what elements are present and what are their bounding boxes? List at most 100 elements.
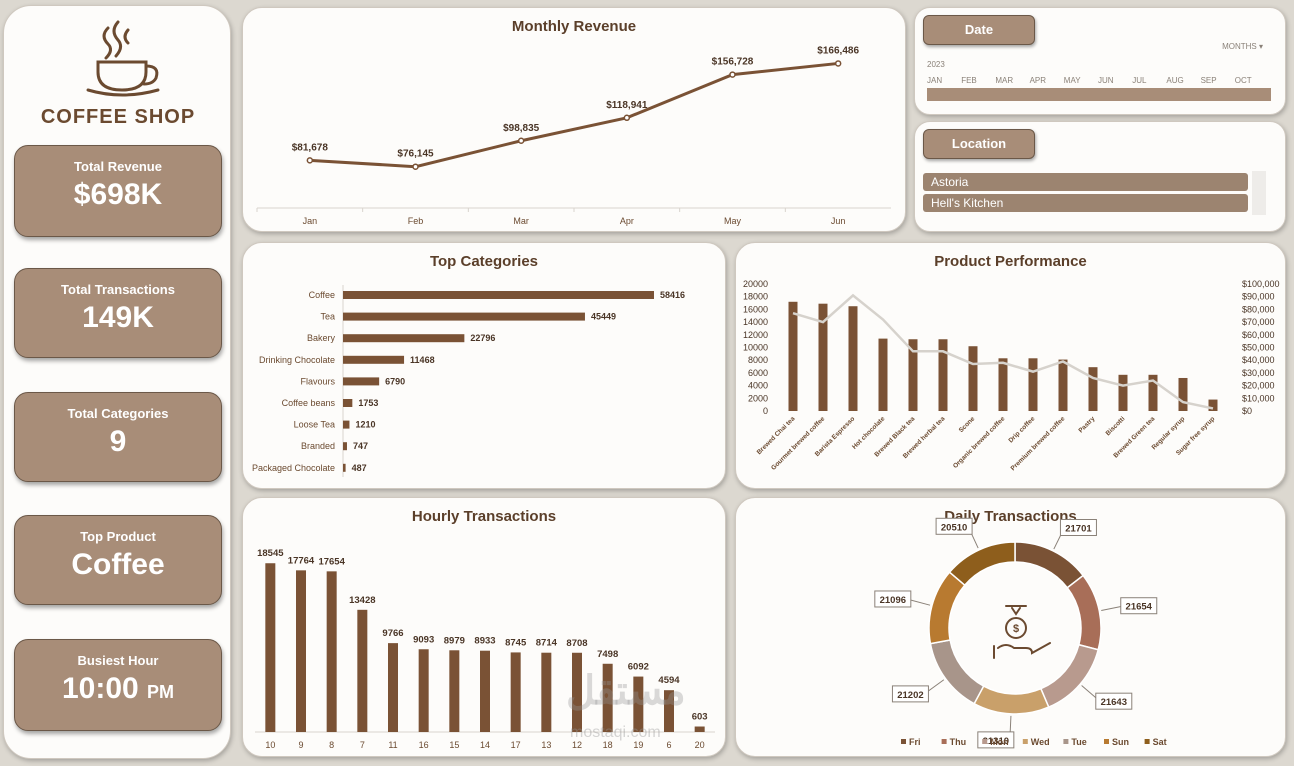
- y2-tick-label: $80,000: [1242, 304, 1275, 314]
- donut-data-label: 21654: [1126, 602, 1153, 613]
- category-label: Bakery: [307, 333, 336, 343]
- x-tick-label: Jan: [303, 216, 318, 226]
- category-label: Loose Tea: [294, 420, 335, 430]
- sidebar: COFFEE SHOP Total Revenue $698K Total Tr…: [3, 5, 231, 759]
- x-tick-label: May: [724, 216, 742, 226]
- legend-swatch: [1144, 739, 1150, 744]
- kpi-value-suffix: PM: [147, 682, 175, 702]
- category-data-label: 58416: [660, 290, 685, 300]
- revenue-data-label: $76,145: [397, 149, 434, 160]
- donut-slice: [928, 571, 966, 645]
- chart-title: Top Categories: [429, 253, 539, 270]
- quantity-bar: [1148, 374, 1158, 411]
- legend-swatch: [901, 739, 906, 744]
- quantity-bar: [968, 346, 978, 411]
- category-bar: [343, 442, 347, 451]
- hour-data-label: 9093: [413, 634, 434, 645]
- quantity-bar: [1178, 377, 1188, 411]
- revenue-data-label: $81,678: [292, 142, 329, 153]
- quantity-bar: [1058, 359, 1068, 411]
- daily-transactions-panel: Daily Transactions $ 21701 21654 21643 2131…: [735, 497, 1286, 757]
- coffee-cup-icon: [86, 20, 160, 97]
- hour-bar: [326, 571, 337, 732]
- hour-tick-label: 14: [480, 740, 490, 750]
- y-tick-label: 12000: [743, 330, 768, 340]
- donut-data-label: 21096: [880, 595, 906, 606]
- location-slicer-button[interactable]: Location: [923, 129, 1035, 159]
- hour-tick-label: 18: [603, 740, 613, 750]
- kpi-busiest-hour: Busiest Hour 10:00 PM: [14, 639, 222, 731]
- category-label: Coffee beans: [282, 398, 336, 408]
- timeline-month[interactable]: APR: [1029, 76, 1047, 85]
- y2-tick-label: $30,000: [1242, 368, 1275, 378]
- donut-data-label: 20510: [941, 522, 967, 533]
- timeline-month[interactable]: JUN: [1098, 76, 1114, 85]
- kpi-label: Busiest Hour: [77, 653, 159, 668]
- quantity-bar: [1118, 374, 1128, 411]
- revenue-point: [623, 114, 631, 122]
- category-bar: [343, 463, 346, 472]
- category-data-label: 11468: [410, 355, 435, 365]
- product-label: Organic brewed coffee: [952, 415, 1007, 470]
- legend-swatch: [1022, 739, 1028, 744]
- category-data-label: 22796: [470, 333, 495, 343]
- revenue-data-label: $98,835: [503, 123, 540, 134]
- category-label: Packaged Chocolate: [252, 463, 335, 473]
- hour-tick-label: 16: [419, 740, 429, 750]
- chart-title: Monthly Revenue: [511, 18, 637, 35]
- watermark: مستقل: [566, 669, 686, 713]
- timeline-bar[interactable]: [927, 88, 1271, 101]
- category-data-label: 487: [352, 463, 367, 473]
- hour-data-label: 8745: [505, 637, 527, 648]
- timeline-month[interactable]: MAY: [1063, 76, 1081, 85]
- timeline-month[interactable]: JAN: [927, 76, 943, 85]
- category-data-label: 45449: [591, 312, 616, 322]
- location-item-astoria[interactable]: Astoria: [923, 173, 1248, 191]
- hour-bar: [633, 676, 644, 732]
- product-label: Premium brewed coffee: [1010, 415, 1067, 472]
- hour-data-label: 8714: [536, 638, 558, 649]
- period-selector[interactable]: MONTHS ▾: [1222, 42, 1263, 51]
- kpi-value-time: 10:00: [61, 672, 139, 705]
- date-slicer-button[interactable]: Date: [923, 15, 1035, 45]
- category-data-label: 1753: [358, 398, 378, 408]
- hour-tick-label: 9: [298, 740, 303, 750]
- timeline-month[interactable]: OCT: [1234, 76, 1252, 85]
- hour-data-label: 8979: [444, 635, 465, 646]
- hour-bar: [449, 650, 460, 732]
- revenue-series-line: [792, 293, 1214, 410]
- y-tick-label: 20000: [743, 279, 768, 289]
- quantity-bar: [1208, 399, 1218, 411]
- category-bar: [343, 377, 380, 386]
- x-tick-label: Jun: [831, 216, 846, 226]
- date-slicer-panel: Date MONTHS ▾ 2023 JAN FEB MAR APR MAY JUN JUL…: [914, 7, 1286, 115]
- hour-tick-label: 8: [329, 740, 334, 750]
- timeline-month[interactable]: FEB: [961, 76, 977, 85]
- money-hand-icon: [993, 605, 1051, 659]
- category-bar: [343, 312, 585, 321]
- hour-tick-label: 17: [511, 740, 521, 750]
- hour-tick-label: 12: [572, 740, 582, 750]
- timeline-month[interactable]: MAR: [995, 76, 1014, 85]
- y2-tick-label: $90,000: [1242, 292, 1275, 302]
- kpi-value: Coffee: [71, 548, 165, 581]
- legend-label: Tue: [1071, 737, 1086, 747]
- timeline-month[interactable]: JUL: [1132, 76, 1147, 85]
- kpi-value: 10:00 PM: [15, 672, 221, 706]
- quantity-bar: [908, 339, 918, 411]
- hour-bar: [480, 650, 490, 732]
- location-item-hells-kitchen[interactable]: Hell's Kitchen: [923, 194, 1248, 212]
- scrollbar[interactable]: [1252, 171, 1266, 215]
- timeline-month[interactable]: AUG: [1166, 76, 1184, 85]
- kpi-value: 149K: [82, 301, 154, 334]
- legend-swatch: [941, 739, 947, 744]
- hour-bar: [541, 652, 552, 732]
- product-performance-panel: Product Performance 0 2000 4000 6000 8000 100…: [735, 242, 1286, 489]
- legend-swatch: [982, 739, 988, 744]
- timeline-month[interactable]: SEP: [1200, 76, 1217, 85]
- chart-title: Product Performance: [934, 253, 1087, 270]
- kpi-value: 9: [109, 425, 127, 458]
- revenue-point: [834, 60, 842, 67]
- kpi-total-revenue: Total Revenue $698K: [14, 145, 222, 237]
- brand-logo: COFFEE SHOP: [4, 20, 232, 130]
